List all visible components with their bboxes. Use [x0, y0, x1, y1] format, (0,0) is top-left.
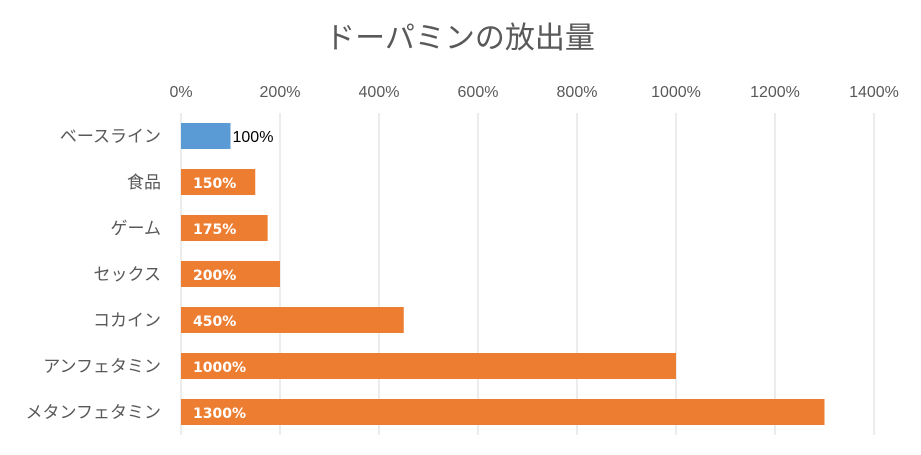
- data-label: 150%: [193, 176, 236, 192]
- x-tick-label: 1000%: [651, 84, 701, 101]
- data-label: 450%: [193, 314, 236, 330]
- data-labels: 100% 150% 175% 200% 450% 1000% 1300%: [193, 129, 273, 422]
- category-label: アンフェタミン: [43, 357, 161, 377]
- x-axis-tick-labels: 0% 200% 400% 600% 800% 1000% 1200% 1400%: [169, 84, 898, 101]
- bar-4: [181, 307, 404, 333]
- category-label: セックス: [94, 265, 162, 285]
- x-tick-label: 200%: [260, 84, 301, 101]
- data-label: 1300%: [193, 406, 246, 422]
- chart-title: ドーパミンの放出量: [325, 21, 595, 56]
- bar-2: [181, 215, 268, 241]
- category-label: ゲーム: [111, 219, 162, 239]
- category-label: ベースライン: [60, 127, 161, 147]
- bar-0: [181, 123, 231, 149]
- bar-5: [181, 353, 676, 379]
- category-label: コカイン: [93, 311, 161, 331]
- bar-6: [181, 399, 825, 425]
- x-tick-label: 0%: [169, 84, 192, 101]
- x-tick-label: 1400%: [849, 84, 899, 101]
- bars: [181, 123, 825, 425]
- gridlines: [180, 113, 875, 435]
- x-tick-label: 600%: [458, 84, 499, 101]
- category-label: メタンフェタミン: [26, 403, 162, 423]
- data-label: 100%: [233, 129, 274, 146]
- data-label: 200%: [193, 268, 236, 284]
- x-tick-label: 1200%: [750, 84, 800, 101]
- x-tick-label: 400%: [359, 84, 400, 101]
- bar-1: [181, 169, 256, 195]
- category-label: 食品: [127, 173, 161, 193]
- x-tick-label: 800%: [557, 84, 598, 101]
- bar-3: [181, 261, 280, 287]
- data-label: 1000%: [193, 360, 246, 376]
- data-label: 175%: [193, 222, 236, 238]
